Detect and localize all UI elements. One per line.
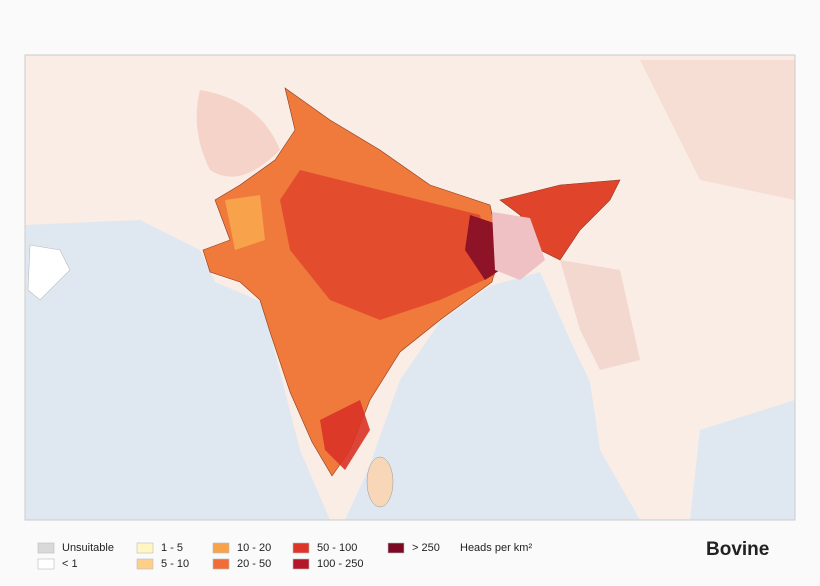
sri-lanka [366, 456, 394, 508]
india-dense-zone [280, 170, 495, 320]
arabia [27, 244, 71, 301]
legend-swatch [136, 542, 154, 554]
bangladesh [492, 212, 545, 280]
china-region [640, 60, 795, 200]
legend-swatch [212, 558, 230, 570]
legend-label: 50 - 100 [317, 542, 357, 554]
legend-swatch [292, 542, 310, 554]
legend-swatch [37, 542, 55, 554]
legend-label: 20 - 50 [237, 558, 271, 570]
legend-swatch [387, 542, 405, 554]
legend-label: 100 - 250 [317, 558, 363, 570]
south-dense-zone [320, 400, 370, 470]
legend-swatch [37, 558, 55, 570]
legend-swatch [212, 542, 230, 554]
legend-label: < 1 [62, 558, 78, 570]
legend-unit: Heads per km² [460, 542, 532, 554]
bay-of-bengal [345, 272, 640, 520]
bengal-dense-zone [465, 215, 500, 280]
map-frame [24, 54, 796, 521]
legend-swatch [292, 558, 310, 570]
legend-label: 1 - 5 [161, 542, 183, 554]
rajasthan-zone [225, 195, 265, 250]
arabian-sea [25, 220, 330, 520]
legend-label: 5 - 10 [161, 558, 189, 570]
legend-label: Unsuitable [62, 542, 114, 554]
legend-label: > 250 [412, 542, 440, 554]
pakistan-region [196, 90, 280, 177]
map [24, 54, 796, 521]
myanmar-region [560, 260, 640, 370]
sea-east [690, 400, 795, 520]
legend-label: 10 - 20 [237, 542, 271, 554]
legend: Heads per km² Unsuitable < 1 1 - 5 5 - 10 10… [37, 542, 532, 570]
legend-swatch [136, 558, 154, 570]
map-title: Bovine [706, 539, 769, 560]
